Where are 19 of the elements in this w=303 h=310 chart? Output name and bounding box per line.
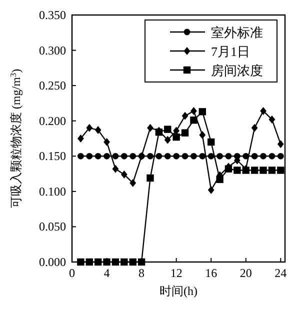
y-tick-label: 0.350 <box>39 8 66 22</box>
legend-label: 7月1日 <box>211 44 250 59</box>
x-tick-label: 12 <box>170 266 182 280</box>
y-tick-label: 0.300 <box>39 43 66 58</box>
y-tick-label: 0.150 <box>39 149 66 164</box>
legend-label: 室外标准 <box>211 25 263 40</box>
x-tick-label: 16 <box>205 266 218 280</box>
x-tick-label: 20 <box>240 266 252 280</box>
y-tick-label: 0.050 <box>39 220 66 234</box>
x-tick-label: 0 <box>69 266 75 280</box>
y-tick-label: 0.250 <box>39 78 66 93</box>
x-tick-label: 4 <box>104 266 110 280</box>
x-tick-label: 8 <box>138 266 145 280</box>
x-axis-title: 时间(h) <box>160 284 198 298</box>
y-tick-label: 0.000 <box>39 255 66 269</box>
x-tick-label: 24 <box>274 266 287 280</box>
y-tick-label: 0.200 <box>39 114 66 128</box>
legend-label: 房间浓度 <box>211 63 263 78</box>
y-tick-label: 0.100 <box>39 184 66 198</box>
